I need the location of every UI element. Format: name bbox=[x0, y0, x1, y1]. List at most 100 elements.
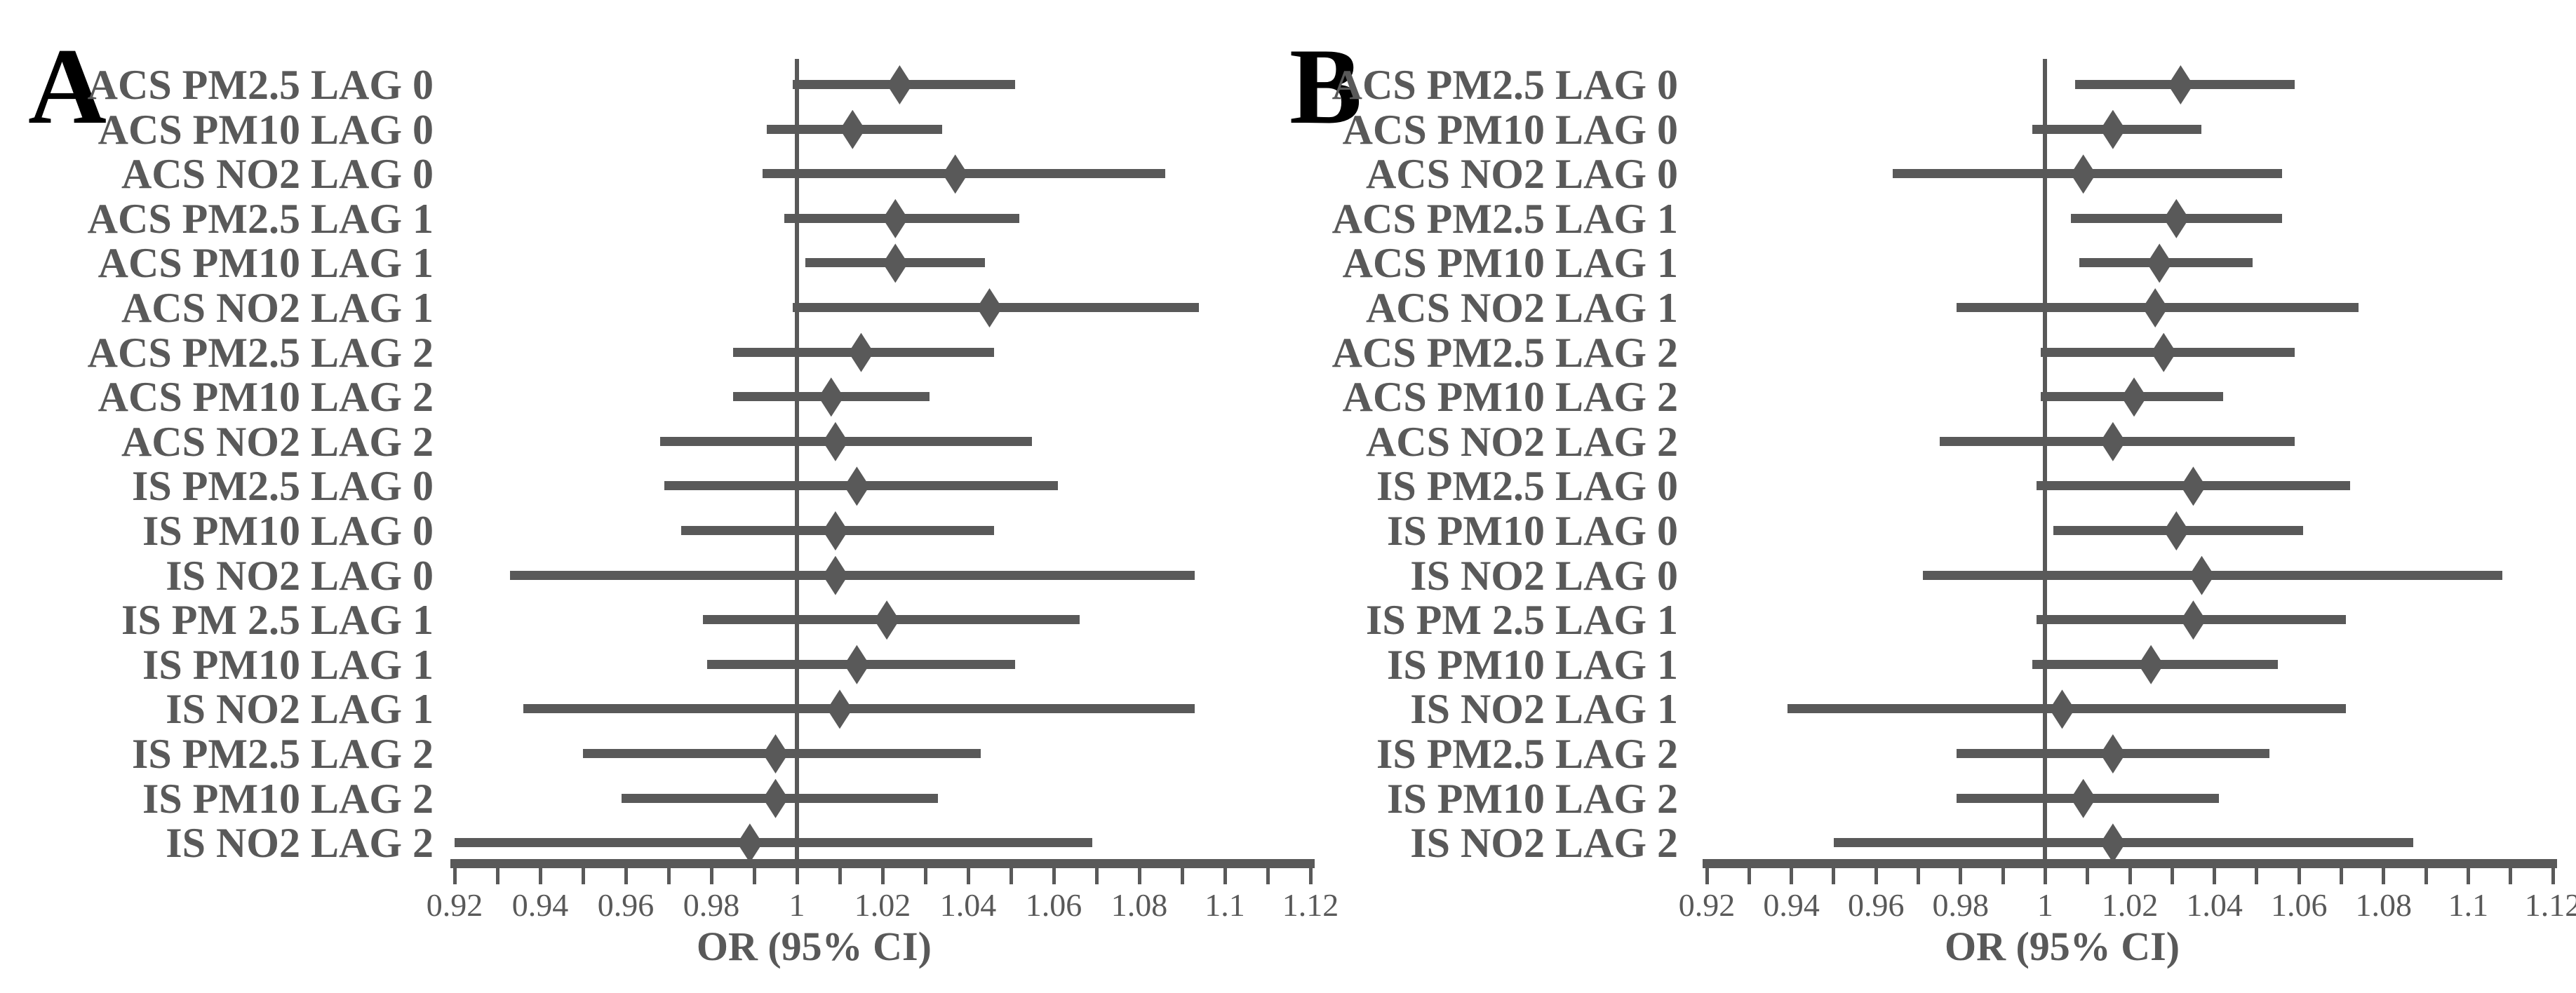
or-diamond-marker bbox=[2164, 511, 2189, 550]
x-axis-tick bbox=[880, 867, 885, 884]
row-label: IS NO2 LAG 0 bbox=[166, 552, 434, 599]
or-diamond-marker bbox=[2100, 823, 2126, 863]
or-diamond-marker bbox=[2168, 65, 2194, 104]
row-label: IS NO2 LAG 0 bbox=[1410, 552, 1678, 599]
x-axis-tick bbox=[923, 867, 927, 884]
x-axis-tick bbox=[1137, 867, 1141, 884]
reference-line bbox=[795, 59, 799, 864]
x-axis-tick-label: 1.12 bbox=[1282, 887, 1339, 923]
x-axis-tick-label: 1 bbox=[789, 887, 805, 923]
row-label: IS PM10 LAG 0 bbox=[1386, 508, 1678, 554]
row-label: IS PM10 LAG 2 bbox=[142, 775, 434, 822]
or-diamond-marker bbox=[848, 332, 874, 372]
or-diamond-marker bbox=[818, 377, 844, 417]
x-axis-tick-label: 0.96 bbox=[597, 887, 655, 923]
row-label: ACS NO2 LAG 1 bbox=[1365, 285, 1678, 331]
or-diamond-marker bbox=[2100, 109, 2126, 149]
row-label: ACS PM10 LAG 2 bbox=[1342, 374, 1678, 421]
x-axis-tick bbox=[2086, 867, 2090, 884]
row-label: ACS NO2 LAG 1 bbox=[121, 285, 434, 331]
row-label: ACS NO2 LAG 2 bbox=[121, 418, 434, 465]
row-label: IS PM2.5 LAG 0 bbox=[131, 463, 434, 510]
x-axis-tick bbox=[581, 867, 585, 884]
x-axis-tick bbox=[452, 867, 457, 884]
row-label: IS NO2 LAG 2 bbox=[166, 820, 434, 867]
x-axis-tick-label: 1.1 bbox=[2448, 887, 2489, 923]
x-axis-tick bbox=[1009, 867, 1013, 884]
or-diamond-marker bbox=[977, 288, 1002, 327]
x-axis-tick-label: 1.08 bbox=[2355, 887, 2413, 923]
panel-a-letter: A bbox=[28, 26, 107, 147]
or-diamond-marker bbox=[2151, 332, 2177, 372]
x-axis-tick-label: 0.94 bbox=[511, 887, 569, 923]
row-label: IS PM2.5 LAG 2 bbox=[131, 731, 434, 777]
row-label: ACS PM10 LAG 0 bbox=[98, 106, 434, 153]
or-diamond-marker bbox=[2142, 288, 2168, 327]
x-axis-tick bbox=[1180, 867, 1184, 884]
x-axis-tick bbox=[709, 867, 713, 884]
ci-whisker bbox=[510, 570, 1195, 580]
or-diamond-marker bbox=[2138, 644, 2164, 684]
or-diamond-marker bbox=[2100, 421, 2126, 461]
x-axis-tick bbox=[2128, 867, 2132, 884]
x-axis-tick-label: 1.06 bbox=[1025, 887, 1082, 923]
or-diamond-marker bbox=[2164, 198, 2189, 238]
x-axis-tick bbox=[838, 867, 842, 884]
x-axis-tick-label: 0.92 bbox=[1678, 887, 1736, 923]
or-diamond-marker bbox=[2100, 734, 2126, 774]
or-diamond-marker bbox=[827, 689, 852, 729]
x-axis-tick bbox=[624, 867, 628, 884]
row-label: IS PM 2.5 LAG 1 bbox=[1365, 597, 1678, 644]
row-label: ACS PM10 LAG 1 bbox=[98, 240, 434, 287]
or-diamond-marker bbox=[883, 198, 908, 238]
row-label: IS NO2 LAG 1 bbox=[1410, 686, 1678, 733]
or-diamond-marker bbox=[2180, 600, 2206, 640]
x-axis-tick-label: 1 bbox=[2037, 887, 2053, 923]
row-label: IS PM10 LAG 2 bbox=[1386, 775, 1678, 822]
x-axis-tick bbox=[2297, 867, 2301, 884]
ci-whisker bbox=[455, 838, 1092, 848]
row-label: ACS PM10 LAG 0 bbox=[1342, 106, 1678, 153]
x-axis-tick bbox=[1223, 867, 1227, 884]
x-axis-line bbox=[450, 859, 1315, 868]
or-diamond-marker bbox=[822, 555, 848, 595]
x-axis-tick-label: 1.02 bbox=[854, 887, 911, 923]
x-axis-tick-label: 1.1 bbox=[1205, 887, 1245, 923]
or-diamond-marker bbox=[822, 421, 848, 461]
row-label: ACS PM2.5 LAG 2 bbox=[1331, 329, 1678, 376]
row-label: IS PM2.5 LAG 0 bbox=[1376, 463, 1678, 510]
x-axis-tick-label: 0.92 bbox=[426, 887, 483, 923]
row-label: ACS PM2.5 LAG 1 bbox=[87, 195, 434, 242]
row-label: IS NO2 LAG 1 bbox=[166, 686, 434, 733]
x-axis-tick bbox=[2340, 867, 2343, 884]
x-axis-title: OR (95% CI) bbox=[1944, 924, 2180, 969]
ci-whisker bbox=[523, 704, 1195, 714]
x-axis-tick bbox=[666, 867, 671, 884]
row-label: ACS NO2 LAG 0 bbox=[121, 151, 434, 198]
or-diamond-marker bbox=[737, 823, 763, 863]
row-label: IS PM10 LAG 1 bbox=[142, 641, 434, 688]
row-label: IS PM10 LAG 0 bbox=[142, 508, 434, 554]
x-axis-tick bbox=[2043, 867, 2047, 884]
row-label: IS PM 2.5 LAG 1 bbox=[121, 597, 434, 644]
x-axis-title: OR (95% CI) bbox=[696, 924, 932, 969]
or-diamond-marker bbox=[763, 734, 789, 774]
or-diamond-marker bbox=[942, 154, 968, 194]
or-diamond-marker bbox=[2147, 243, 2173, 283]
or-diamond-marker bbox=[2189, 555, 2215, 595]
or-diamond-marker bbox=[822, 511, 848, 550]
row-label: ACS NO2 LAG 0 bbox=[1365, 151, 1678, 198]
x-axis-tick bbox=[795, 867, 799, 884]
x-axis-tick-label: 1.06 bbox=[2270, 887, 2328, 923]
x-axis-tick bbox=[1832, 867, 1836, 884]
x-axis-tick bbox=[1052, 867, 1056, 884]
or-diamond-marker bbox=[883, 243, 908, 283]
x-axis-tick bbox=[1874, 867, 1878, 884]
x-axis-tick-label: 0.94 bbox=[1763, 887, 1820, 923]
row-label: ACS PM10 LAG 2 bbox=[98, 374, 434, 421]
x-axis-tick-label: 1.12 bbox=[2524, 887, 2576, 923]
x-axis-tick bbox=[2001, 867, 2005, 884]
x-axis-tick bbox=[2213, 867, 2217, 884]
x-axis-tick bbox=[2424, 867, 2428, 884]
x-axis-tick-label: 1.04 bbox=[939, 887, 997, 923]
